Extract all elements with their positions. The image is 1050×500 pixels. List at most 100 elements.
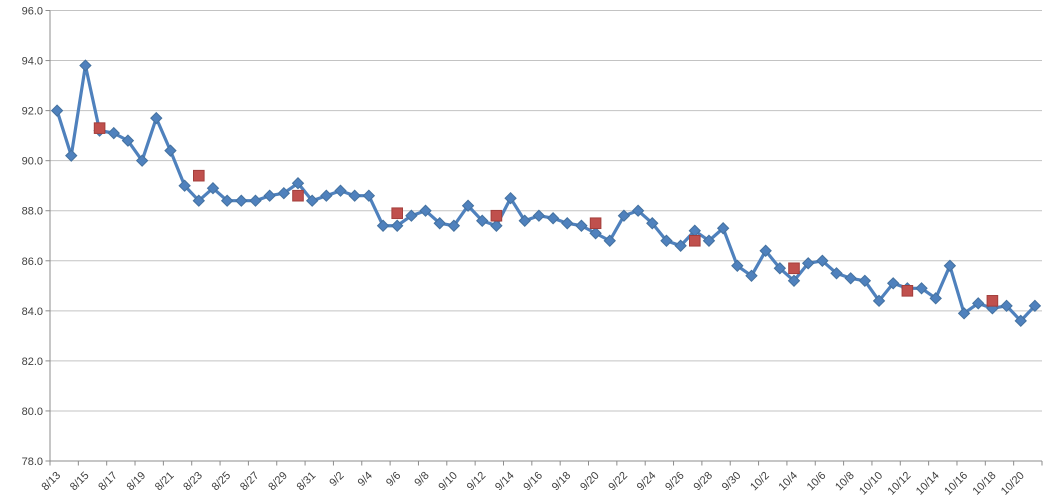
data-point-marker [65,149,78,162]
data-point-marker [858,274,872,288]
x-axis-label: 8/17 [96,470,120,494]
weekly-marker [689,234,701,247]
x-axis-label: 8/25 [210,470,234,494]
x-axis-label: 8/21 [153,470,177,494]
y-axis-label: 90.0 [22,156,43,168]
y-axis-label: 82.0 [22,356,43,368]
x-axis-label: 9/16 [521,470,545,494]
x-axis-label: 9/2 [327,470,346,489]
data-point-marker [362,189,376,202]
data-point-marker [447,219,461,232]
data-point-marker [433,217,446,230]
data-point-marker [277,186,291,200]
data-point-marker [872,294,886,308]
x-axis-label: 9/30 [720,470,744,494]
data-point-marker [929,292,942,305]
x-axis-label: 9/20 [578,470,602,494]
data-point-marker [476,214,489,227]
data-point-marker [348,189,361,202]
data-point-marker [178,179,191,192]
data-point-marker [206,181,220,195]
data-point-marker [745,269,758,283]
data-point-marker [731,259,744,272]
x-axis-label: 9/22 [606,470,630,494]
data-point-marker [490,219,503,232]
daily-series-line [55,63,1037,323]
x-axis-label: 10/16 [942,470,970,498]
data-point-marker [390,219,404,232]
y-axis-label: 78.0 [22,456,43,468]
x-axis-label: 9/18 [550,470,574,494]
data-point-marker [915,282,928,295]
x-axis-label: 10/18 [971,470,999,498]
x-axis-label: 9/8 [412,470,431,489]
data-point-marker [220,194,234,207]
y-axis-label: 86.0 [22,256,43,268]
x-axis-label: 10/2 [748,470,772,494]
data-point-marker [759,244,772,257]
weekly-marker [901,285,914,297]
data-point-marker [150,111,163,125]
data-point-marker [518,214,531,227]
data-point-marker [291,176,305,190]
data-point-marker [546,212,560,225]
weekly-marker [490,209,503,222]
data-point-marker [305,194,319,207]
y-axis-label: 80.0 [22,406,43,418]
x-axis-label: 8/23 [181,470,205,494]
x-axis-label: 8/31 [295,470,319,494]
weekly-marker [292,189,304,202]
data-point-marker [716,222,730,235]
data-point-marker [107,126,120,140]
x-axis-label: 10/4 [776,470,800,494]
data-point-marker [419,204,432,217]
data-point-marker [79,59,92,72]
data-point-marker [957,307,971,320]
weekly-marker [391,207,403,220]
weekly-marker [193,169,205,182]
data-point-marker [50,104,64,117]
data-point-marker [461,199,475,212]
data-point-marker [816,254,829,267]
x-axis-label: 8/29 [266,470,290,494]
y-axis-label: 96.0 [22,6,43,18]
data-point-marker [589,227,602,240]
x-axis-label: 10/10 [857,470,885,498]
data-point-marker [787,274,801,288]
data-point-marker [972,297,985,310]
data-point-marker [674,239,687,252]
data-point-marker [773,262,787,275]
x-axis-label: 8/15 [68,470,92,494]
data-point-marker [561,217,574,230]
x-axis-label: 8/19 [125,470,149,494]
x-axis-label: 10/12 [886,470,914,498]
weekly-marker [788,262,800,275]
data-point-marker [334,184,347,197]
x-axis-label: 9/12 [465,470,489,494]
data-point-marker [192,194,206,207]
x-axis-label: 10/8 [833,470,857,494]
x-axis-label: 8/13 [40,470,64,494]
x-axis-label: 9/24 [635,470,659,494]
data-point-marker [405,209,418,222]
data-point-marker [1028,299,1042,313]
x-axis-label: 9/28 [691,470,715,494]
x-axis-label: 9/10 [436,470,460,494]
weekly-marker [93,122,106,134]
data-point-marker [1000,299,1013,313]
data-point-marker [943,259,957,272]
data-point-marker [249,194,262,207]
x-axis-label: 10/20 [999,470,1027,498]
data-point-marker [702,234,716,247]
x-axis-label: 10/6 [805,470,829,494]
x-axis-label: 8/27 [238,470,262,494]
x-axis-label: 9/14 [493,470,517,494]
y-axis-label: 84.0 [22,306,43,318]
data-point-marker [504,192,517,205]
data-point-marker [631,204,645,217]
data-point-marker [660,234,673,247]
x-axis-label: 9/4 [356,470,375,489]
data-point-marker [575,219,588,232]
